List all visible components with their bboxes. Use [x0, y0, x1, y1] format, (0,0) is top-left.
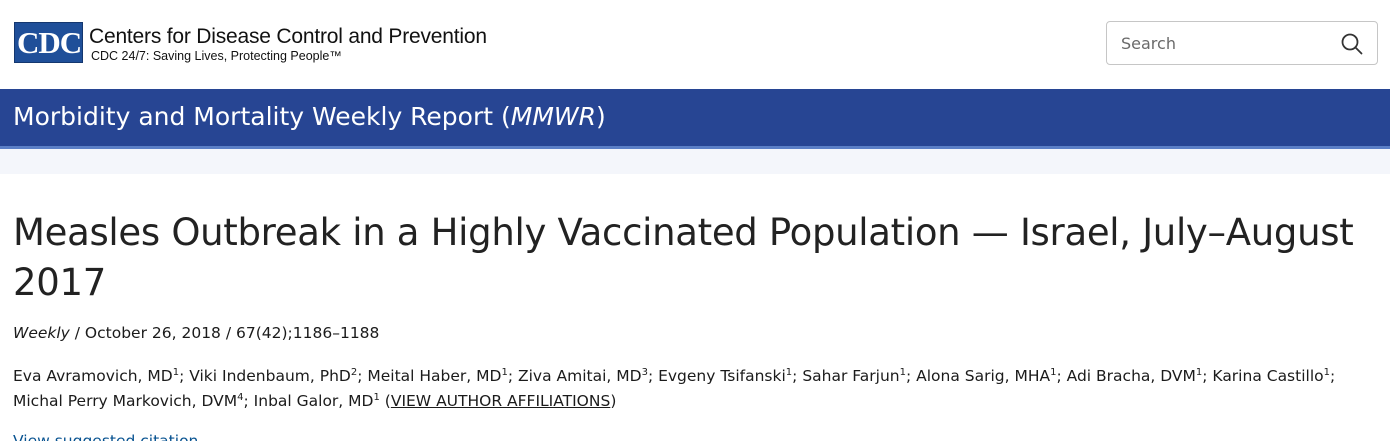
publication-info: Weekly / October 26, 2018 / 67(42);1186–… [13, 322, 379, 344]
org-name[interactable]: Centers for Disease Control and Preventi… [89, 25, 487, 48]
magnifier-icon[interactable] [1339, 31, 1365, 57]
author: Evgeny Tsifanski1 [658, 366, 793, 385]
author: Michal Perry Markovich, DVM4 [13, 391, 244, 410]
cdc-logo[interactable]: CDC [14, 22, 83, 63]
sub-band [0, 149, 1390, 174]
pub-details: / October 26, 2018 / 67(42);1186–1188 [69, 324, 380, 342]
author-list: Eva Avramovich, MD1; Viki Indenbaum, PhD… [13, 366, 1336, 410]
search-box [1106, 21, 1378, 65]
author: Viki Indenbaum, PhD2 [189, 366, 358, 385]
banner-title[interactable]: Morbidity and Mortality Weekly Report (M… [13, 102, 606, 131]
suggested-citation-link[interactable]: View suggested citation [13, 432, 199, 441]
author: Meital Haber, MD1 [367, 366, 508, 385]
author: Sahar Farjun1 [802, 366, 906, 385]
pub-type: Weekly [13, 324, 70, 342]
author: Ziva Amitai, MD3 [517, 366, 648, 385]
author: Adi Bracha, DVM1 [1066, 366, 1203, 385]
page-title: Measles Outbreak in a Highly Vaccinated … [13, 211, 1354, 304]
logo-text: CDC [17, 25, 82, 60]
site-header: CDC Centers for Disease Control and Prev… [0, 0, 1390, 89]
banner-underline [0, 146, 1390, 149]
author: Eva Avramovich, MD1 [13, 366, 180, 385]
mmwr-banner: Morbidity and Mortality Weekly Report (M… [0, 89, 1390, 146]
author: Alona Sarig, MHA1 [916, 366, 1057, 385]
search-input[interactable] [1107, 22, 1337, 64]
view-affiliations-link[interactable]: VIEW AUTHOR AFFILIATIONS [390, 392, 611, 410]
banner-title-abbrev: MMWR [510, 102, 596, 131]
tagline: CDC 24/7: Saving Lives, Protecting Peopl… [91, 49, 342, 63]
author: Inbal Galor, MD1 [253, 391, 380, 410]
author: Karina Castillo1 [1212, 366, 1330, 385]
